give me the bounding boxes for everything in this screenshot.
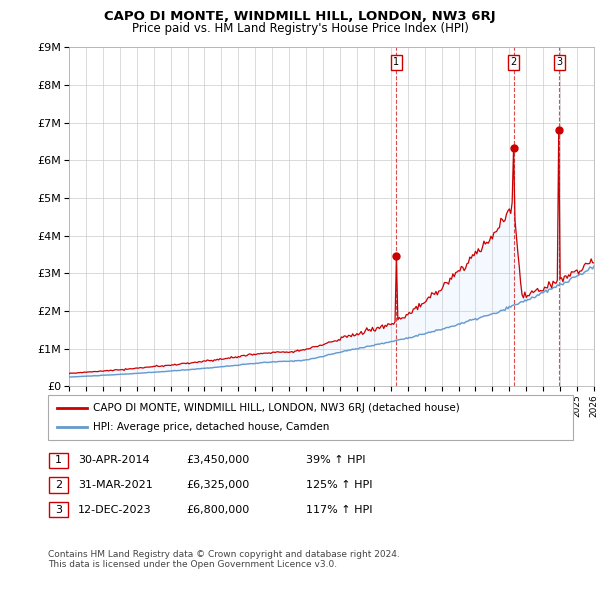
Text: 2: 2 bbox=[55, 480, 62, 490]
Text: £3,450,000: £3,450,000 bbox=[186, 455, 249, 465]
Text: 12-DEC-2023: 12-DEC-2023 bbox=[78, 505, 152, 514]
Text: 3: 3 bbox=[55, 505, 62, 514]
Text: Contains HM Land Registry data © Crown copyright and database right 2024.
This d: Contains HM Land Registry data © Crown c… bbox=[48, 550, 400, 569]
Text: 3: 3 bbox=[556, 57, 562, 67]
Text: 1: 1 bbox=[55, 455, 62, 465]
Text: 1: 1 bbox=[394, 57, 400, 67]
Text: 30-APR-2014: 30-APR-2014 bbox=[78, 455, 149, 465]
Text: 39% ↑ HPI: 39% ↑ HPI bbox=[306, 455, 365, 465]
Text: Price paid vs. HM Land Registry's House Price Index (HPI): Price paid vs. HM Land Registry's House … bbox=[131, 22, 469, 35]
Text: £6,800,000: £6,800,000 bbox=[186, 505, 249, 514]
Text: 31-MAR-2021: 31-MAR-2021 bbox=[78, 480, 153, 490]
Text: 2: 2 bbox=[511, 57, 517, 67]
Text: HPI: Average price, detached house, Camden: HPI: Average price, detached house, Camd… bbox=[93, 422, 329, 432]
Text: 125% ↑ HPI: 125% ↑ HPI bbox=[306, 480, 373, 490]
Text: 117% ↑ HPI: 117% ↑ HPI bbox=[306, 505, 373, 514]
Text: CAPO DI MONTE, WINDMILL HILL, LONDON, NW3 6RJ: CAPO DI MONTE, WINDMILL HILL, LONDON, NW… bbox=[104, 10, 496, 23]
Text: £6,325,000: £6,325,000 bbox=[186, 480, 249, 490]
Text: CAPO DI MONTE, WINDMILL HILL, LONDON, NW3 6RJ (detached house): CAPO DI MONTE, WINDMILL HILL, LONDON, NW… bbox=[93, 403, 460, 412]
